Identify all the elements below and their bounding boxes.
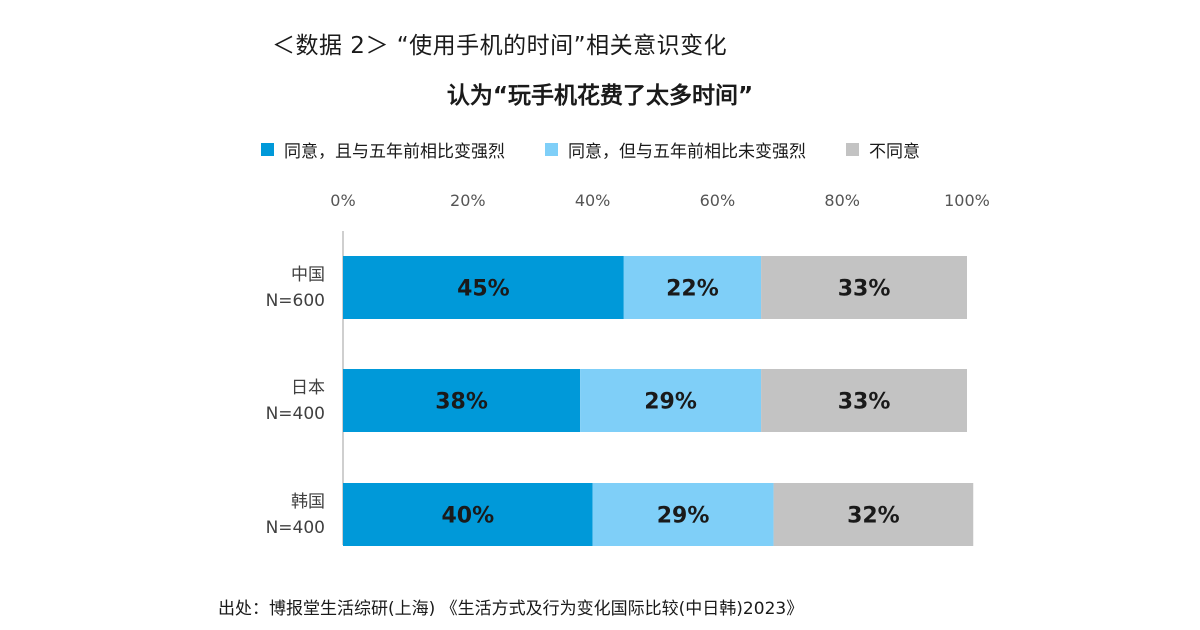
chart-legend: 同意，且与五年前相比变强烈 同意，但与五年前相比未变强烈 不同意 <box>261 137 920 162</box>
bar-segment <box>773 483 974 546</box>
category-label: 中国 <box>291 265 325 285</box>
source-note: 出处：博报堂生活综研(上海) 《生活方式及行为变化国际比较(中日韩)2023》 <box>218 599 804 619</box>
category-label: 日本 <box>291 378 325 398</box>
x-tick-label: 40% <box>575 191 611 210</box>
legend-swatch <box>846 142 859 156</box>
bar-segment <box>343 483 593 546</box>
legend-item-disagree: 不同意 <box>846 137 920 162</box>
bar-segment <box>761 256 967 319</box>
x-tick-label: 80% <box>824 191 860 210</box>
bar-segment <box>623 256 762 319</box>
data-label: 45% <box>457 277 510 302</box>
legend-label: 同意，但与五年前相比未变强烈 <box>568 141 806 162</box>
data-label: 29% <box>644 390 697 415</box>
legend-swatch <box>261 142 274 156</box>
bar-segment <box>580 369 762 432</box>
data-label: 32% <box>847 504 900 529</box>
page-heading: ＜数据 2＞ “使用手机的时间”相关意识变化 <box>272 33 728 59</box>
legend-item-agree-not-stronger: 同意，但与五年前相比未变强烈 <box>545 137 806 162</box>
legend-swatch <box>545 142 558 156</box>
data-label: 22% <box>666 277 719 302</box>
x-tick-label: 0% <box>330 191 355 210</box>
data-label: 29% <box>657 504 710 529</box>
category-sample-size: N=600 <box>266 291 325 311</box>
chart-title: 认为“玩手机花费了太多时间” <box>446 83 754 109</box>
bar-segment <box>592 483 774 546</box>
category-label: 韩国 <box>291 492 325 512</box>
bar-segment <box>761 369 967 432</box>
x-tick-label: 20% <box>450 191 486 210</box>
category-sample-size: N=400 <box>266 404 325 424</box>
bar-segment <box>343 369 581 432</box>
legend-item-agree-stronger: 同意，且与五年前相比变强烈 <box>261 137 505 162</box>
legend-label: 同意，且与五年前相比变强烈 <box>284 141 505 162</box>
data-label: 33% <box>838 277 891 302</box>
bar-segment <box>343 256 624 319</box>
data-label: 40% <box>441 504 494 529</box>
category-sample-size: N=400 <box>266 518 325 538</box>
data-label: 38% <box>435 390 488 415</box>
data-label: 33% <box>838 390 891 415</box>
legend-label: 不同意 <box>869 141 920 162</box>
x-tick-label: 60% <box>700 191 736 210</box>
x-tick-label: 100% <box>944 191 990 210</box>
